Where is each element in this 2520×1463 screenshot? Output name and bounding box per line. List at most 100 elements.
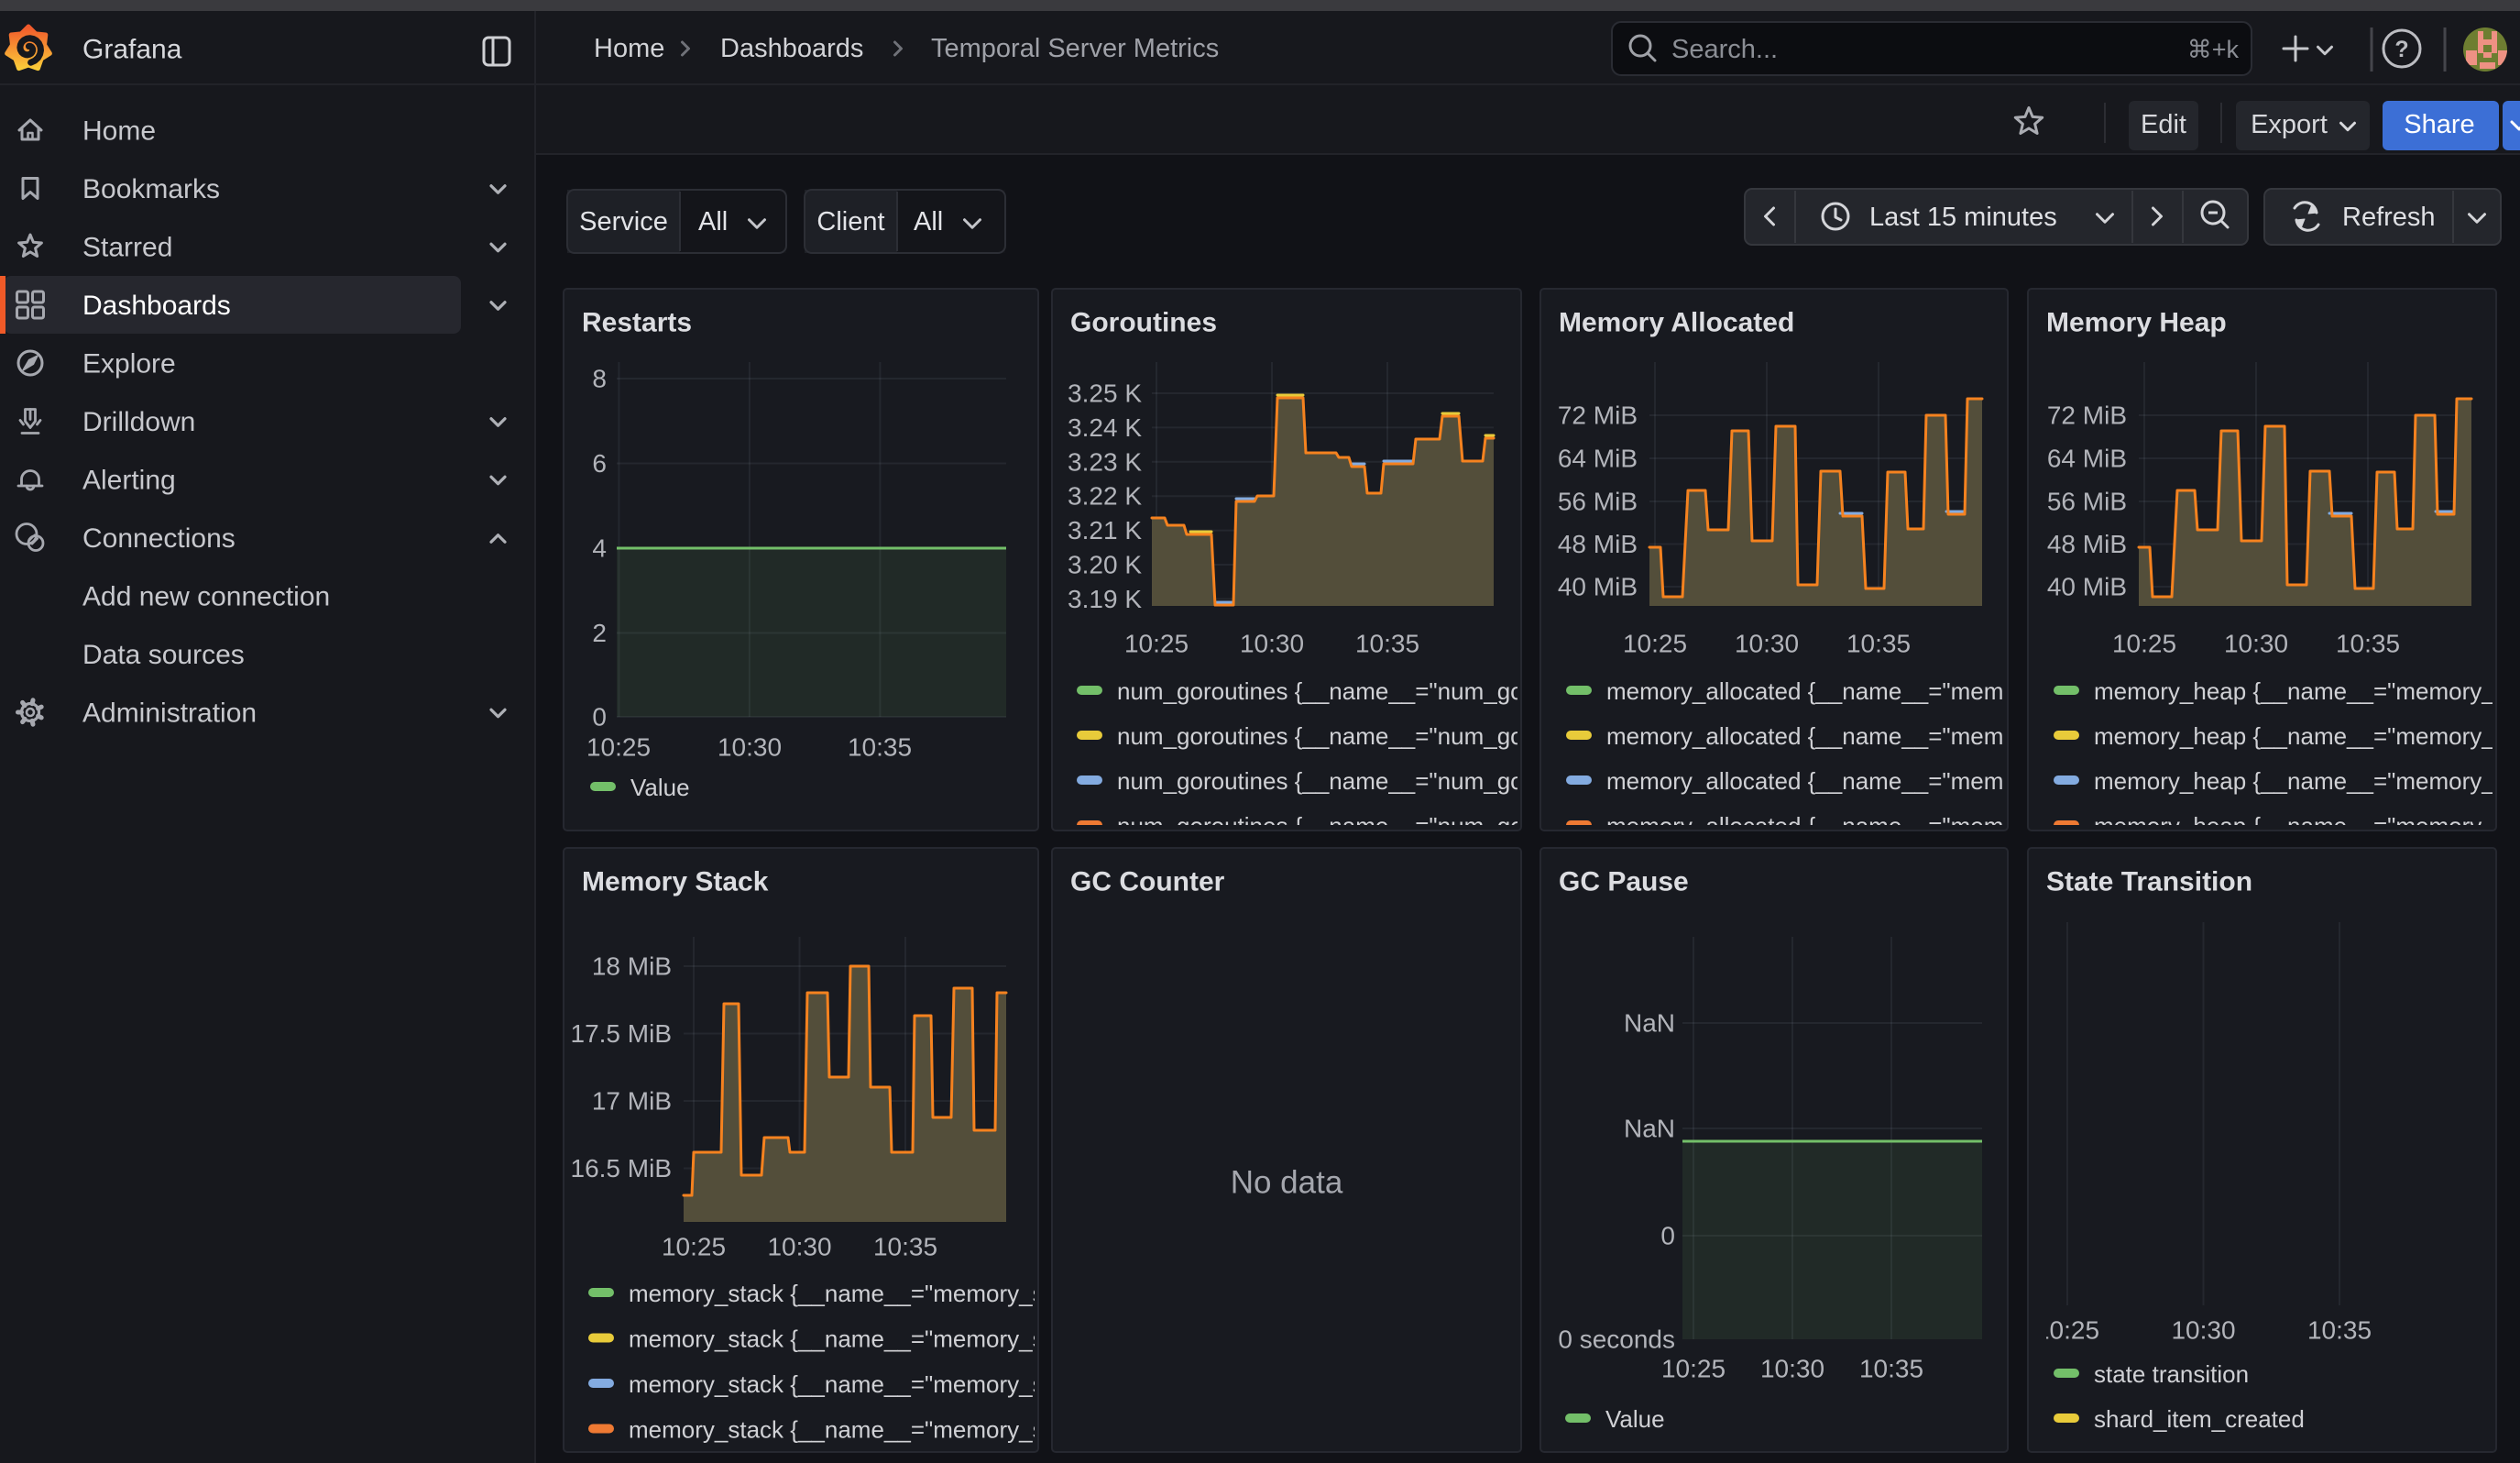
svg-text:10:30: 10:30 xyxy=(1240,630,1304,658)
svg-text:All: All xyxy=(914,207,943,236)
svg-text:10:25: 10:25 xyxy=(662,1233,726,1261)
svg-text:Restarts: Restarts xyxy=(582,308,692,338)
svg-text:10:30: 10:30 xyxy=(2224,630,2288,658)
svg-text:Edit: Edit xyxy=(2141,110,2186,139)
svg-text:10:30: 10:30 xyxy=(718,733,782,762)
svg-text:Add new connection: Add new connection xyxy=(82,582,330,612)
svg-text:Client: Client xyxy=(816,207,884,236)
svg-text:memory_heap {__name__="memory_: memory_heap {__name__="memory_heap", ins… xyxy=(2094,812,2520,840)
svg-text:num_goroutines {__name__="num_: num_goroutines {__name__="num_goroutines… xyxy=(1117,767,1902,795)
svg-text:10:35: 10:35 xyxy=(873,1233,937,1261)
svg-text:num_goroutines {__name__="num_: num_goroutines {__name__="num_goroutines… xyxy=(1117,722,1902,750)
svg-text:memory_allocated {__name__="me: memory_allocated {__name__="memory_alloc… xyxy=(1606,722,2438,750)
svg-text:state transition: state transition xyxy=(2094,1360,2249,1388)
svg-text:72 MiB: 72 MiB xyxy=(1558,402,1638,430)
svg-text:6: 6 xyxy=(592,449,607,478)
svg-text:3.22 K: 3.22 K xyxy=(1068,482,1142,511)
svg-text:10:35: 10:35 xyxy=(2307,1316,2372,1345)
svg-text:Data sources: Data sources xyxy=(82,640,245,670)
svg-text:Share: Share xyxy=(2404,110,2474,139)
svg-text:64 MiB: 64 MiB xyxy=(2047,445,2127,473)
svg-text:Refresh: Refresh xyxy=(2342,203,2436,232)
svg-text:All: All xyxy=(698,207,728,236)
svg-text:Home: Home xyxy=(594,34,664,63)
svg-text:Connections: Connections xyxy=(82,523,236,554)
svg-text:4: 4 xyxy=(592,534,607,563)
svg-text:Administration: Administration xyxy=(82,698,257,729)
svg-text:10:25: 10:25 xyxy=(2035,1316,2099,1345)
svg-text:10:35: 10:35 xyxy=(1355,630,1419,658)
svg-text:17 MiB: 17 MiB xyxy=(592,1087,672,1116)
svg-text:State Transition: State Transition xyxy=(2046,867,2252,897)
svg-text:GC Pause: GC Pause xyxy=(1559,867,1689,897)
svg-text:16.5 MiB: 16.5 MiB xyxy=(571,1154,673,1182)
svg-text:56 MiB: 56 MiB xyxy=(1558,488,1638,516)
svg-text:48 MiB: 48 MiB xyxy=(1558,530,1638,558)
svg-text:10:25: 10:25 xyxy=(2112,630,2176,658)
svg-text:Goroutines: Goroutines xyxy=(1070,308,1217,338)
svg-text:NaN: NaN xyxy=(1624,1115,1675,1143)
svg-text:memory_allocated {__name__="me: memory_allocated {__name__="memory_alloc… xyxy=(1606,812,2438,840)
svg-text:Last 15 minutes: Last 15 minutes xyxy=(1869,203,2057,232)
svg-text:0: 0 xyxy=(1660,1222,1675,1250)
svg-text:3.24 K: 3.24 K xyxy=(1068,413,1142,442)
svg-text:0: 0 xyxy=(592,703,607,732)
svg-text:10:25: 10:25 xyxy=(1623,630,1687,658)
svg-text:Value: Value xyxy=(630,774,690,801)
svg-text:memory_allocated {__name__="me: memory_allocated {__name__="memory_alloc… xyxy=(1606,767,2438,795)
svg-text:memory_allocated {__name__="me: memory_allocated {__name__="memory_alloc… xyxy=(1606,677,2438,705)
svg-text:10:35: 10:35 xyxy=(1846,630,1911,658)
svg-text:8: 8 xyxy=(592,365,607,393)
svg-text:Search...: Search... xyxy=(1671,35,1778,64)
svg-text:Temporal Server Metrics: Temporal Server Metrics xyxy=(931,34,1219,63)
svg-text:Memory Heap: Memory Heap xyxy=(2046,308,2227,338)
svg-text:NaN: NaN xyxy=(1624,1009,1675,1038)
svg-text:Bookmarks: Bookmarks xyxy=(82,174,220,204)
svg-text:num_goroutines {__name__="num_: num_goroutines {__name__="num_goroutines… xyxy=(1117,812,1902,840)
svg-text:10:35: 10:35 xyxy=(848,733,912,762)
svg-text:40 MiB: 40 MiB xyxy=(1558,573,1638,601)
svg-text:10:25: 10:25 xyxy=(1661,1355,1726,1383)
svg-text:40 MiB: 40 MiB xyxy=(2047,573,2127,601)
svg-text:10:30: 10:30 xyxy=(2171,1316,2235,1345)
svg-text:Dashboards: Dashboards xyxy=(82,291,231,321)
svg-text:10:30: 10:30 xyxy=(1735,630,1799,658)
svg-text:Value: Value xyxy=(1605,1405,1665,1433)
svg-text:Explore: Explore xyxy=(82,349,176,380)
svg-text:3.23 K: 3.23 K xyxy=(1068,447,1142,476)
svg-text:Drilldown: Drilldown xyxy=(82,407,195,437)
svg-text:num_goroutines {__name__="num_: num_goroutines {__name__="num_goroutines… xyxy=(1117,677,1902,705)
svg-text:18 MiB: 18 MiB xyxy=(592,952,672,981)
svg-text:shard_item_created: shard_item_created xyxy=(2094,1405,2305,1433)
svg-text:memory_stack {__name__="memory: memory_stack {__name__="memory_stack", i… xyxy=(629,1326,1382,1353)
svg-text:0 seconds: 0 seconds xyxy=(1558,1326,1675,1354)
svg-text:48 MiB: 48 MiB xyxy=(2047,530,2127,558)
svg-text:GC Counter: GC Counter xyxy=(1070,867,1225,897)
svg-text:3.20 K: 3.20 K xyxy=(1068,551,1142,579)
svg-text:memory_stack {__name__="memory: memory_stack {__name__="memory_stack", i… xyxy=(629,1280,1382,1307)
svg-text:Home: Home xyxy=(82,116,156,147)
svg-text:Alerting: Alerting xyxy=(82,466,176,496)
svg-text:10:35: 10:35 xyxy=(2336,630,2400,658)
svg-text:Memory Allocated: Memory Allocated xyxy=(1559,308,1794,338)
svg-text:Memory Stack: Memory Stack xyxy=(582,867,769,897)
svg-text:Export: Export xyxy=(2251,110,2328,139)
svg-text:?: ? xyxy=(2394,37,2408,62)
svg-text:10:25: 10:25 xyxy=(586,733,651,762)
svg-text:3.21 K: 3.21 K xyxy=(1068,516,1142,544)
svg-text:64 MiB: 64 MiB xyxy=(1558,445,1638,473)
svg-text:10:35: 10:35 xyxy=(1859,1355,1923,1383)
svg-text:56 MiB: 56 MiB xyxy=(2047,488,2127,516)
svg-text:Service: Service xyxy=(579,207,668,236)
svg-text:Grafana: Grafana xyxy=(82,35,182,65)
svg-text:No data: No data xyxy=(1231,1165,1343,1201)
svg-text:3.25 K: 3.25 K xyxy=(1068,380,1142,408)
svg-text:memory_heap {__name__="memory_: memory_heap {__name__="memory_heap", ins… xyxy=(2094,767,2520,795)
svg-text:Dashboards: Dashboards xyxy=(720,34,863,63)
svg-text:memory_heap {__name__="memory_: memory_heap {__name__="memory_heap", ins… xyxy=(2094,722,2520,750)
svg-text:10:30: 10:30 xyxy=(767,1233,831,1261)
svg-text:2: 2 xyxy=(592,619,607,647)
svg-text:⌘+k: ⌘+k xyxy=(2187,36,2240,63)
svg-text:17.5 MiB: 17.5 MiB xyxy=(571,1019,673,1048)
svg-text:72 MiB: 72 MiB xyxy=(2047,402,2127,430)
